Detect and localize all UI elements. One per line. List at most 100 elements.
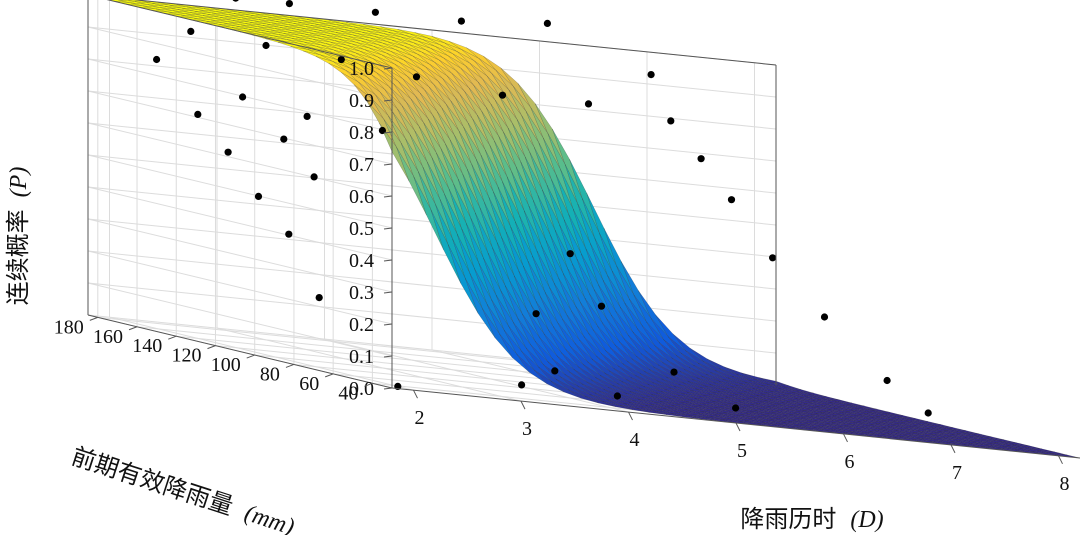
x-tick-label: 3 [522,418,532,440]
data-point [285,230,293,238]
data-point [769,254,777,262]
data-point [551,367,559,375]
z-tick-label: 0.6 [349,186,374,208]
data-point [670,368,678,376]
z-tick-label: 1.0 [349,58,374,80]
data-point [613,392,622,400]
data-point [280,135,288,143]
z-tick-mark [383,227,393,230]
surface-cell [1037,449,1068,456]
data-point [584,100,593,108]
axis-edge [132,0,777,66]
data-point [315,294,323,302]
data-point [262,41,270,50]
data-point [412,73,421,81]
y-axis-label-symbol: (mm) [241,500,297,535]
x-tick-mark [520,400,526,410]
surface-cell [936,425,967,431]
data-point [337,56,345,64]
z-tick-label: 0.3 [349,282,374,304]
y-tick-mark [324,373,334,378]
z-tick-label: 0.1 [349,346,374,368]
surface-cell [974,434,1005,440]
data-point [498,91,507,99]
x-tick-label: 7 [952,462,962,484]
z-tick-mark [383,259,393,262]
y-tick-label: 100 [211,354,241,376]
z-tick-mark [383,195,393,198]
data-point [153,55,161,64]
data-point [254,192,263,200]
y-tick-label: 80 [260,364,280,386]
data-point [883,376,891,385]
data-point [378,126,386,135]
z-tick-label: 0.9 [349,90,374,112]
data-point [303,112,311,120]
y-tick-label: 160 [93,326,123,348]
data-point [224,148,232,156]
data-point [457,17,465,25]
y-tick-mark [285,363,295,368]
x-tick-mark [1058,455,1063,465]
z-axis-label-text: 连续概率 [5,209,32,305]
data-point [239,93,247,101]
z-tick-label: 0.0 [349,378,374,400]
surface-cell [860,407,891,413]
data-point [732,404,740,412]
y-axis-label-text: 前期有效降雨量 [68,443,236,521]
y-axis-label: 前期有效降雨量 (mm) [68,443,298,535]
z-tick-label: 0.4 [349,250,374,272]
data-point [647,71,655,79]
data-point [371,8,379,16]
data-point [543,19,552,27]
x-axis-label: 降雨历时 (D) [740,506,883,533]
x-tick-label: 8 [1060,473,1070,495]
data-point [285,0,293,8]
x-tick-mark [950,444,956,454]
z-tick-label: 0.8 [349,122,374,144]
surface-cell [1012,443,1043,450]
z-tick-label: 0.2 [349,314,374,336]
z-tick-mark [383,291,393,294]
z-tick-mark [383,387,393,390]
y-tick-label: 140 [132,335,162,357]
y-tick-mark [207,345,216,350]
data-point [194,110,202,118]
x-tick-label: 5 [737,440,747,462]
z-tick-label: 0.7 [349,154,374,176]
surface-cell [107,0,131,4]
data-point [310,173,318,181]
z-tick-mark [383,323,393,326]
x-tick-mark [413,389,418,399]
x-tick-label: 2 [415,407,425,429]
data-point [727,196,736,204]
y-tick-label: 180 [54,316,84,338]
data-points [153,0,932,417]
tick-labels: 0.0 0.1 0.2 0.3 0.4 0.5 0.6 0.7 0.8 0.9 1.0 2 3 4 5 6 7 8… [54,58,1070,495]
data-point [697,155,705,163]
x-tick-label: 6 [845,451,855,473]
y-tick-label: 40 [338,382,358,404]
surface-cell [986,437,1017,444]
surface-cell [961,431,992,437]
data-point [924,409,932,417]
y-tick-label: 120 [172,345,202,367]
x-axis-label-text: 降雨历时 [740,506,836,533]
z-tick-label: 0.5 [349,218,374,240]
x-tick-mark [628,411,633,421]
y-tick-mark [364,382,373,387]
z-tick-mark [383,67,393,70]
surface [107,0,1080,459]
y-tick-mark [168,335,177,340]
data-point [820,313,829,321]
x-tick-mark [735,422,741,432]
surface-cell [872,410,903,416]
z-tick-mark [383,163,393,166]
data-point [232,0,239,2]
data-point [518,381,526,389]
z-tick-mark [383,355,393,358]
surface-cell [898,416,929,422]
x-tick-mark [843,433,848,443]
